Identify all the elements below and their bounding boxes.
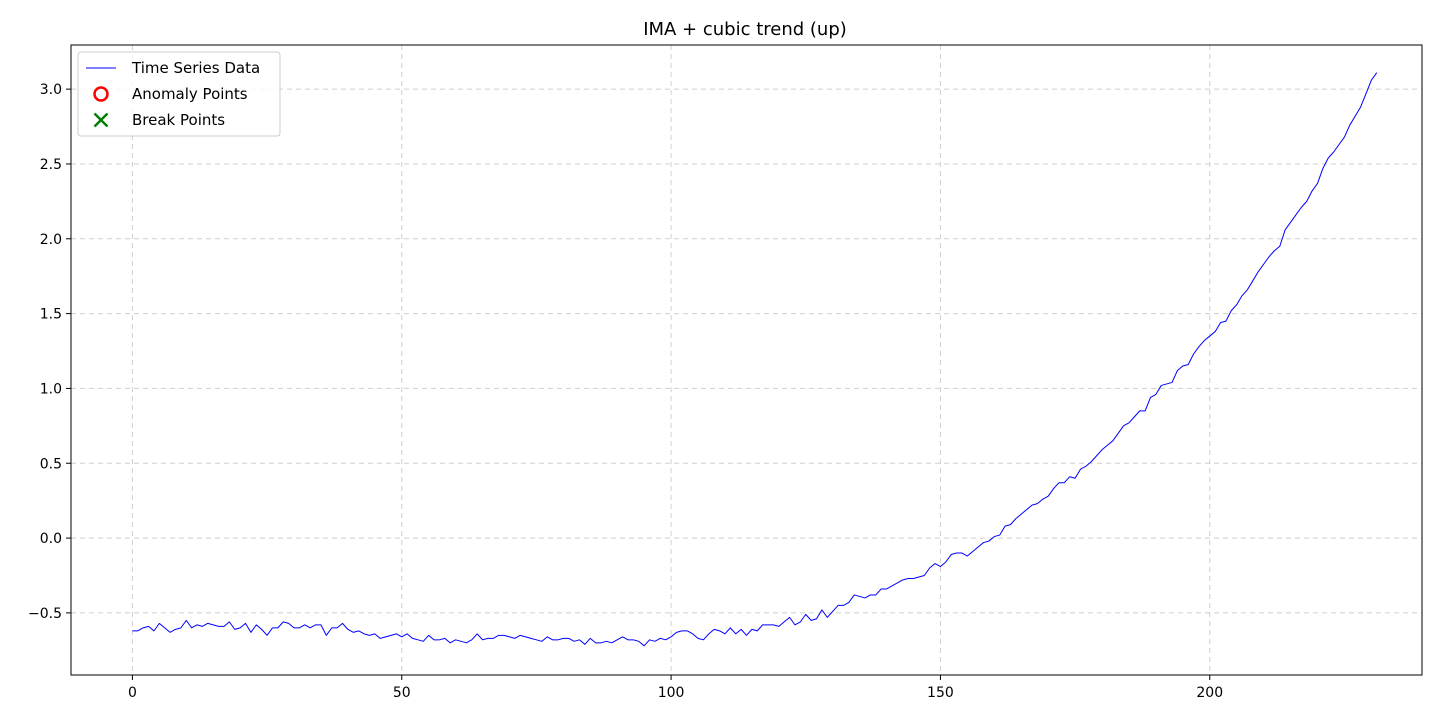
legend-label: Break Points xyxy=(132,111,225,129)
legend-box xyxy=(77,51,281,137)
y-tick-label: 0.0 xyxy=(40,531,62,547)
y-tick-label: 1.0 xyxy=(40,381,62,397)
y-tick-label: −0.5 xyxy=(28,606,62,622)
y-tick-label: 2.0 xyxy=(40,232,62,248)
legend-label: Anomaly Points xyxy=(132,85,248,103)
y-tick-label: 2.5 xyxy=(40,157,62,173)
x-tick-label: 100 xyxy=(658,685,685,701)
legend: Time Series Data Anomaly Points Break Poin… xyxy=(77,51,281,137)
y-axis: −0.5 0.0 0.5 1.0 1.5 2.0 2.5 3.0 xyxy=(28,82,71,622)
y-tick-label: 0.5 xyxy=(40,456,62,472)
x-tick-label: 0 xyxy=(128,685,137,701)
legend-circle-marker xyxy=(93,86,109,102)
x-tick-label: 50 xyxy=(393,685,411,701)
legend-x-marker xyxy=(93,112,109,128)
grid-lines xyxy=(71,45,1422,675)
chart-title: IMA + cubic trend (up) xyxy=(643,19,847,40)
y-tick-label: 1.5 xyxy=(40,307,62,323)
x-axis: 0 50 100 150 200 xyxy=(128,675,1223,701)
legend-label: Time Series Data xyxy=(131,59,260,77)
plot-frame xyxy=(70,44,1423,676)
series-line xyxy=(132,72,1378,647)
x-tick-label: 200 xyxy=(1196,685,1223,701)
y-tick-label: 3.0 xyxy=(40,82,62,98)
x-tick-label: 150 xyxy=(927,685,954,701)
series-layer xyxy=(132,72,1378,647)
